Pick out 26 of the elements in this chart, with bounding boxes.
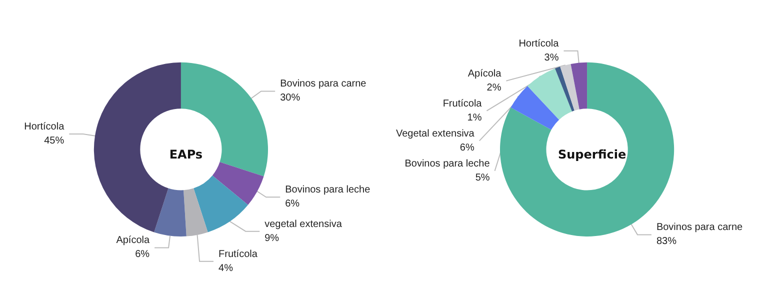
data-label: 45% [44, 135, 64, 146]
data-label: 6% [135, 249, 150, 260]
slice-label: Apícola [116, 235, 150, 246]
text: Superficie [558, 147, 626, 162]
data-label: 6% [285, 198, 300, 210]
data-label: 4% [218, 262, 234, 274]
slice-label: Bovinos para carne [280, 78, 367, 90]
slice-label: Bovinos para carne [656, 222, 744, 234]
data-label: 3% [544, 52, 559, 64]
data-label: 2% [486, 82, 502, 94]
slice-label: Vegetal extensiva [396, 128, 475, 140]
data-label: 9% [264, 232, 280, 244]
slice-label: Bovinos para leche [404, 158, 490, 170]
data-label: 83% [656, 236, 677, 248]
data-label: 1% [467, 112, 482, 124]
slice-label: Bovinos para leche [285, 184, 371, 196]
slice-label: Frutícola [218, 248, 258, 260]
slice-label: Hortícola [24, 121, 65, 132]
slice-label: vegetal extensiva [264, 218, 342, 230]
slice-label: Apícola [468, 68, 502, 80]
data-label: 6% [460, 142, 474, 154]
slice-label: Hortícola [518, 38, 560, 50]
data-label: 5% [475, 172, 490, 184]
text: EAPs [169, 147, 203, 162]
data-label: 30% [280, 92, 300, 104]
slice-label: Frutícola [442, 98, 482, 110]
